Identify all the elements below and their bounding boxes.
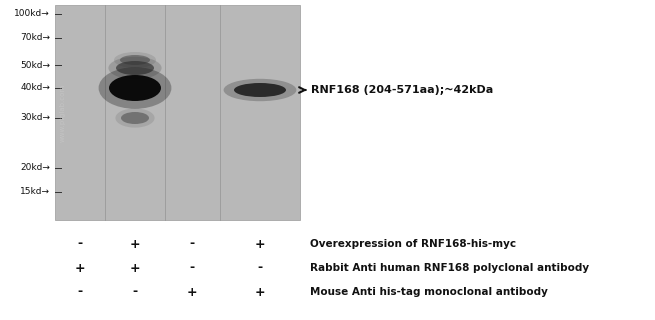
Text: 50kd→: 50kd→ xyxy=(20,60,50,69)
Text: 15kd→: 15kd→ xyxy=(20,188,50,196)
Text: 70kd→: 70kd→ xyxy=(20,34,50,43)
Ellipse shape xyxy=(114,52,156,68)
Ellipse shape xyxy=(120,55,150,65)
Text: -: - xyxy=(189,237,195,251)
Text: -: - xyxy=(77,285,83,299)
Text: 40kd→: 40kd→ xyxy=(20,84,50,92)
Text: -: - xyxy=(257,261,263,275)
Ellipse shape xyxy=(99,67,172,109)
Ellipse shape xyxy=(223,79,297,101)
Text: -: - xyxy=(189,261,195,275)
Text: RNF168 (204-571aa);~42kDa: RNF168 (204-571aa);~42kDa xyxy=(311,85,493,95)
Text: +: + xyxy=(130,237,140,251)
Text: Overexpression of RNF168-his-myc: Overexpression of RNF168-his-myc xyxy=(310,239,516,249)
Text: Rabbit Anti human RNF168 polyclonal antibody: Rabbit Anti human RNF168 polyclonal anti… xyxy=(310,263,589,273)
Text: +: + xyxy=(75,261,85,275)
Ellipse shape xyxy=(108,57,162,79)
Text: +: + xyxy=(255,237,265,251)
Bar xyxy=(55,5,300,220)
Ellipse shape xyxy=(109,75,161,101)
Text: -: - xyxy=(132,285,138,299)
Ellipse shape xyxy=(121,112,149,124)
Text: -: - xyxy=(77,237,83,251)
Text: 30kd→: 30kd→ xyxy=(20,114,50,123)
Text: 20kd→: 20kd→ xyxy=(20,164,50,172)
Ellipse shape xyxy=(116,61,154,75)
Text: Mouse Anti his-tag monoclonal antibody: Mouse Anti his-tag monoclonal antibody xyxy=(310,287,548,297)
Text: +: + xyxy=(255,285,265,299)
Text: 100kd→: 100kd→ xyxy=(14,10,50,19)
Text: +: + xyxy=(187,285,197,299)
Ellipse shape xyxy=(234,83,286,97)
Text: www.ptglab.com: www.ptglab.com xyxy=(60,84,66,141)
Text: +: + xyxy=(130,261,140,275)
Ellipse shape xyxy=(115,108,155,128)
